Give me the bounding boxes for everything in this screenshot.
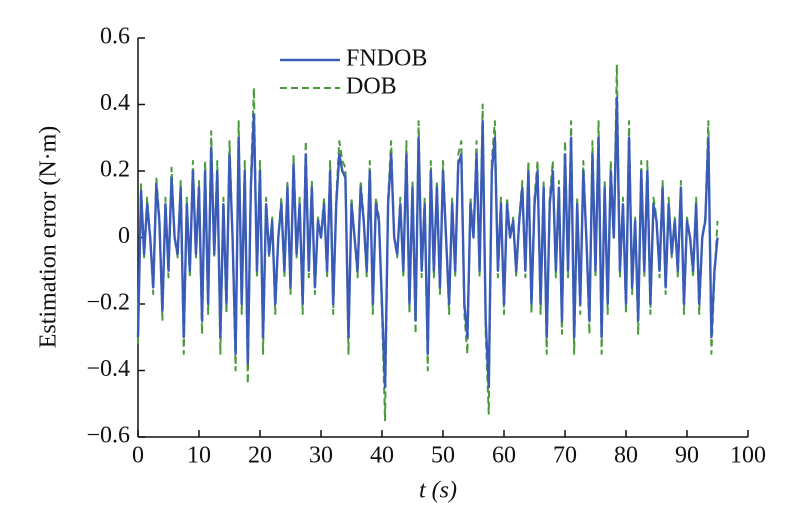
y-tick-label: 0 (118, 223, 130, 249)
x-tick-label: 10 (187, 443, 211, 469)
y-tick-label: 0.2 (100, 157, 130, 183)
x-tick-label: 50 (431, 443, 455, 469)
x-tick-label: 70 (553, 443, 577, 469)
x-tick-label: 40 (370, 443, 394, 469)
y-tick-label: 0.4 (100, 90, 130, 116)
legend-label: FNDOB (346, 46, 427, 72)
y-tick-label: −0.2 (86, 290, 130, 316)
x-tick-label: 0 (132, 443, 144, 469)
y-tick-label: −0.6 (86, 423, 130, 449)
y-axis-label: Estimation error (N·m) (36, 126, 62, 349)
x-tick-label: 90 (675, 443, 699, 469)
x-tick-label: 100 (730, 443, 766, 469)
x-tick-label: 80 (614, 443, 638, 469)
x-tick-label: 60 (492, 443, 516, 469)
y-tick-label: 0.6 (100, 24, 130, 50)
legend-label: DOB (346, 74, 397, 100)
line-series (136, 96, 719, 389)
y-tick-label: −0.4 (86, 356, 130, 382)
x-tick-label: 30 (309, 443, 333, 469)
x-axis-label: t (s) (419, 478, 457, 504)
x-tick-label: 20 (248, 443, 272, 469)
